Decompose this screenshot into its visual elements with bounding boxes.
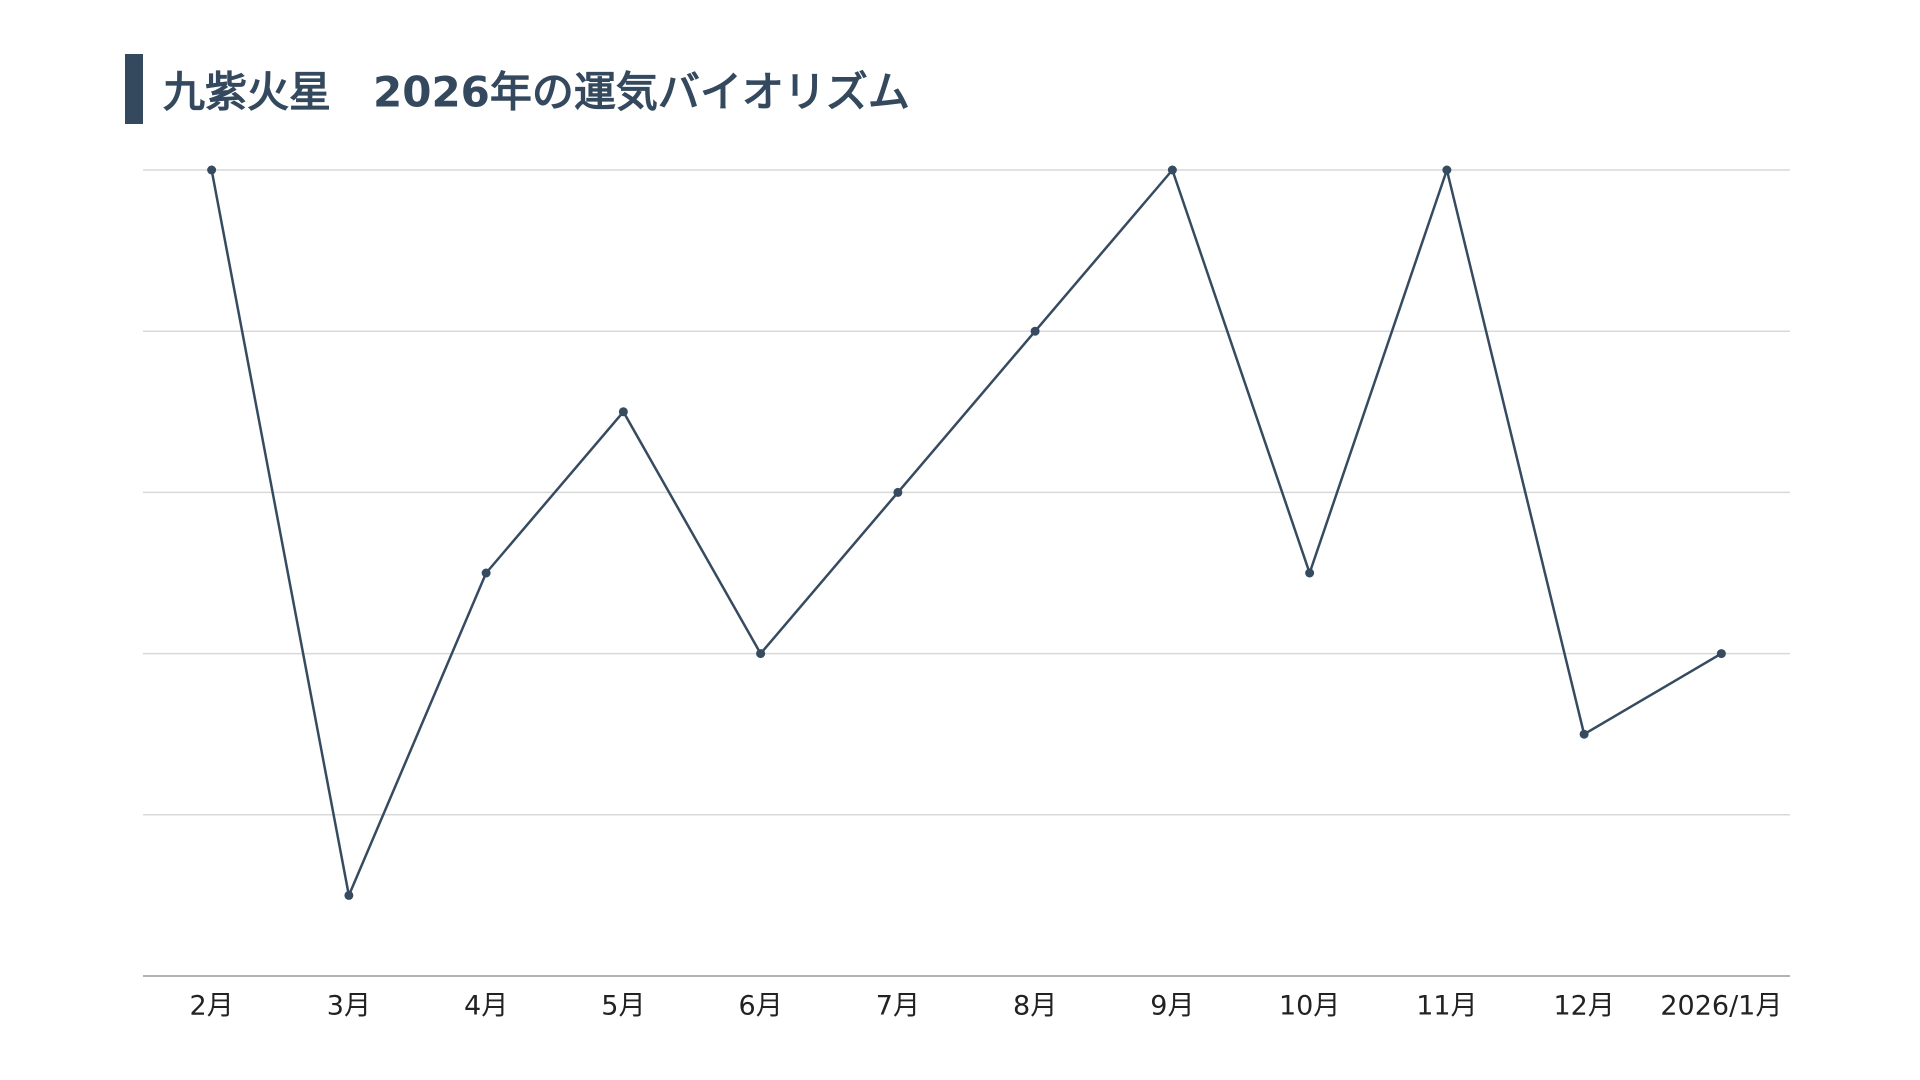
title-accent (125, 54, 143, 124)
point (1030, 326, 1040, 336)
x-tick-label: 2026/1月 (1660, 991, 1782, 1022)
x-tick-label: 11月 (1416, 991, 1477, 1022)
x-tick-label: 10月 (1279, 991, 1340, 1022)
x-tick-label: 2月 (190, 991, 234, 1022)
line (210, 168, 1723, 897)
x-tick-label: 5月 (601, 991, 645, 1022)
x-tick-label: 8月 (1013, 991, 1057, 1022)
point (344, 890, 354, 900)
point (1167, 165, 1177, 175)
point (756, 649, 766, 659)
x-tick-label: 7月 (876, 991, 920, 1022)
x-tick-label: 3月 (327, 991, 371, 1022)
x-tick-label: 6月 (739, 991, 783, 1022)
point (1305, 568, 1315, 578)
x-tick-label: 4月 (464, 991, 508, 1022)
point (1579, 729, 1589, 739)
point (618, 407, 628, 417)
point (893, 487, 903, 497)
point (207, 165, 217, 175)
point (481, 568, 491, 578)
chart-title: 九紫火星 2026年の運気バイオリズム (163, 68, 910, 117)
x-tick-label: 9月 (1150, 991, 1194, 1022)
point (1716, 649, 1726, 659)
point (1442, 165, 1452, 175)
x-tick-label: 12月 (1553, 991, 1614, 1022)
